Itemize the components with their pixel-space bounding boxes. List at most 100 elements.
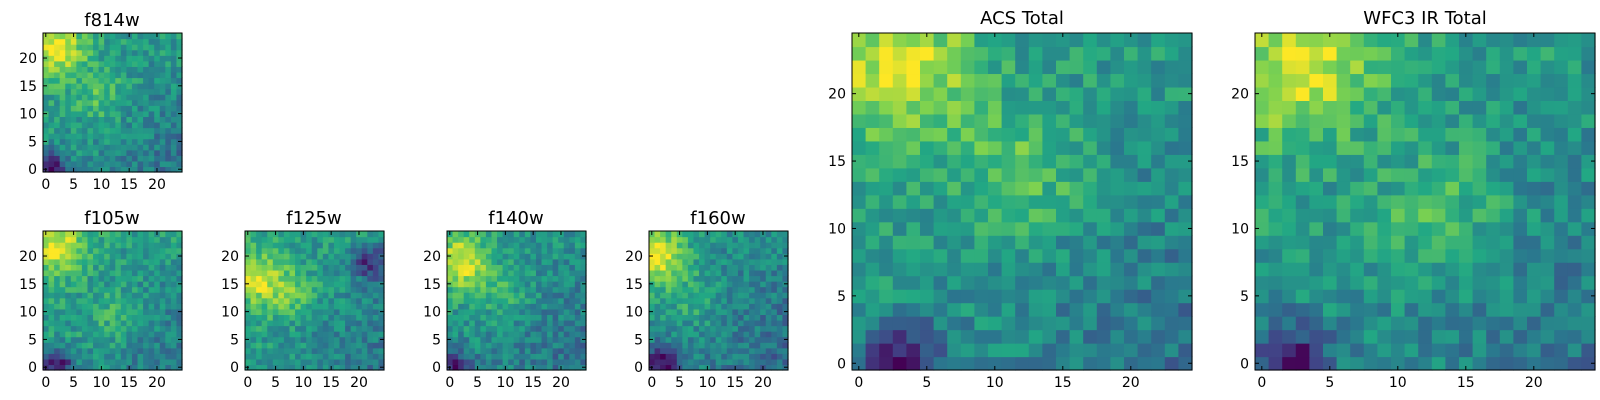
heatmap-cell — [749, 308, 756, 315]
heatmap-cell — [765, 253, 772, 260]
heatmap-cell — [693, 281, 700, 288]
heatmap-cell — [920, 316, 935, 331]
heatmap-cell — [322, 325, 329, 332]
heatmap-cell — [70, 71, 77, 79]
heatmap-cell — [776, 297, 784, 304]
heatmap-cell — [1069, 302, 1084, 317]
heatmap-cell — [569, 319, 576, 327]
heatmap-cell — [660, 325, 667, 332]
heatmap-cell — [250, 297, 257, 304]
heatmap-cell — [1431, 140, 1446, 155]
heatmap-cell — [261, 247, 268, 254]
heatmap-cell — [367, 242, 374, 249]
heatmap-cell — [115, 66, 122, 73]
heatmap-cell — [947, 59, 962, 75]
heatmap-cell — [974, 208, 989, 223]
heatmap-cell — [1472, 46, 1487, 61]
heatmap-cell — [737, 253, 745, 260]
heatmap-cell — [558, 319, 565, 327]
heatmap-cell — [865, 316, 880, 331]
heatmap-cells — [1255, 33, 1596, 371]
heatmap-cell — [1015, 181, 1030, 196]
heatmap-cell — [367, 236, 374, 243]
heatmap-cell — [59, 138, 66, 145]
heatmap-cell — [104, 110, 111, 117]
heatmap-cell — [81, 319, 89, 327]
heatmap-cell — [70, 138, 77, 145]
heatmap-cell — [154, 44, 161, 51]
heatmap-cell — [378, 269, 385, 277]
heatmap-cell — [1527, 208, 1542, 223]
heatmap-cell — [563, 308, 570, 315]
heatmap-cell — [378, 247, 385, 254]
heatmap-cell — [272, 303, 279, 310]
heatmap-cell — [378, 358, 385, 366]
heatmap-cell — [1282, 194, 1297, 209]
heatmap-cell — [59, 353, 66, 360]
heatmap-cell — [933, 46, 948, 61]
heatmap-cell — [660, 308, 667, 315]
heatmap-cell — [687, 342, 695, 349]
heatmap-cell — [502, 347, 509, 354]
heatmap-cell — [1015, 46, 1030, 61]
heatmap-cell — [143, 38, 150, 45]
heatmap-cell — [469, 242, 476, 249]
heatmap-cell — [115, 281, 122, 288]
heatmap-cell — [760, 342, 767, 349]
heatmap-cell — [879, 235, 894, 250]
heatmap-cell — [126, 110, 133, 117]
heatmap-cell — [447, 292, 454, 299]
heatmap-cell — [295, 231, 302, 238]
heatmap-cell — [665, 264, 672, 271]
heatmap-cell — [267, 358, 274, 366]
heatmap-cell — [699, 342, 706, 349]
heatmap-cell — [306, 364, 313, 371]
heatmap-cell — [65, 319, 72, 327]
heatmap-cell — [547, 236, 554, 243]
heatmap-cell — [339, 269, 346, 277]
heatmap-cell — [176, 264, 183, 271]
heatmap-cell — [1554, 329, 1569, 344]
heatmap-cell — [693, 347, 700, 354]
heatmap-cell — [737, 242, 745, 249]
heatmap-cell — [126, 297, 133, 304]
heatmap-cell — [300, 347, 307, 354]
heatmap-cell — [1028, 59, 1043, 75]
heatmap-cell — [356, 303, 363, 310]
heatmap-cell — [76, 55, 83, 62]
heatmap-cell — [960, 235, 975, 250]
heatmap-cell — [115, 258, 122, 265]
heatmap-cell — [378, 325, 385, 332]
heatmap-cell — [732, 297, 739, 304]
heatmap-cell — [48, 253, 55, 260]
heatmap-cell — [126, 325, 133, 332]
heatmap-cell — [852, 302, 867, 317]
heatmap-cell — [1151, 33, 1166, 48]
heatmap-cell — [1151, 59, 1166, 75]
heatmap-cell — [988, 302, 1003, 317]
heatmap-cell — [920, 221, 935, 236]
heatmap-cell — [120, 127, 127, 134]
heatmap-cell — [98, 297, 105, 304]
heatmap-cell — [1377, 208, 1392, 223]
heatmap-cell — [502, 297, 509, 304]
heatmap-cell — [120, 275, 127, 282]
heatmap-cell — [43, 342, 50, 349]
heatmap-cell — [54, 166, 61, 173]
heatmap-cell — [159, 292, 166, 299]
heatmap-cell — [261, 314, 268, 321]
heatmap-cell — [1418, 329, 1433, 344]
heatmap-cell — [70, 325, 77, 332]
heatmap-cell — [1431, 235, 1446, 250]
x-tick-label: 5 — [69, 177, 78, 193]
heatmap-cell — [54, 105, 61, 112]
heatmap-cell — [547, 303, 554, 310]
heatmap-cell — [104, 33, 111, 40]
heatmap-cell — [1137, 140, 1152, 155]
heatmap-cell — [93, 253, 100, 260]
heatmap-cell — [70, 336, 77, 343]
heatmap-cell — [726, 336, 733, 343]
heatmap-cell — [710, 314, 717, 321]
heatmap-cell — [1418, 262, 1433, 277]
heatmap-cell — [54, 281, 61, 288]
